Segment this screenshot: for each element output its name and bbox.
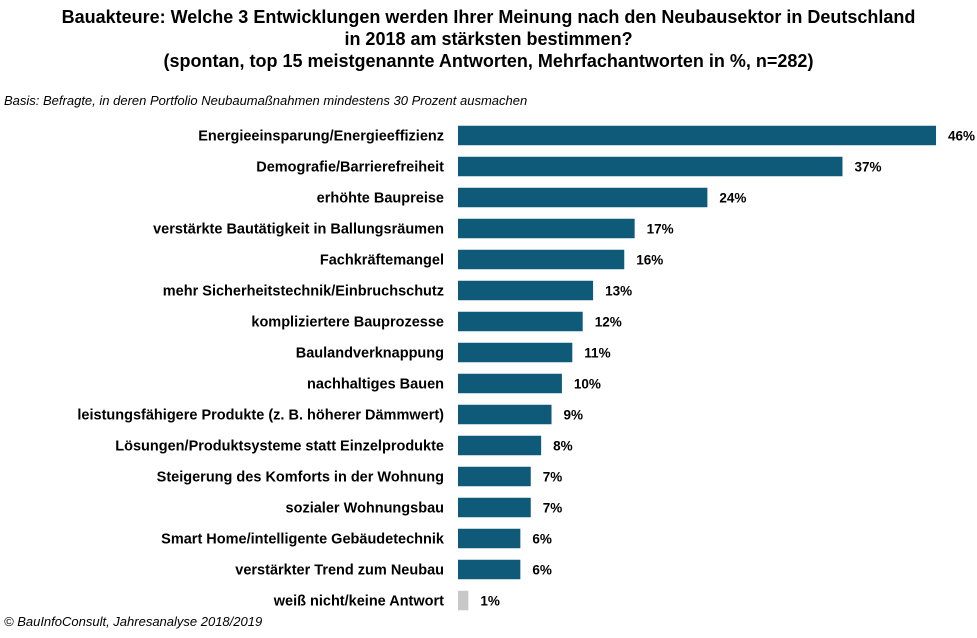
category-label: Steigerung des Komforts in der Wohnung [157,470,444,486]
bar [458,590,469,611]
bar [458,125,936,146]
value-label: 8% [553,439,573,454]
value-label: 24% [719,191,746,206]
category-label: Lösungen/Produktsysteme statt Einzelprod… [115,439,444,455]
category-label: verstärkte Bautätigkeit in Ballungsräume… [153,222,444,238]
title-line-1: Bauakteure: Welche 3 Entwicklungen werde… [61,7,916,27]
category-label: Energieeinsparung/Energieeffizienz [198,129,444,145]
category-label: erhöhte Baupreise [317,191,444,207]
bar [458,404,552,425]
bar [458,280,594,301]
value-label: 6% [532,563,552,578]
value-label: 46% [948,129,975,144]
value-label: 17% [647,222,674,237]
bar [458,559,521,580]
category-label: kompliziertere Bauprozesse [251,315,444,331]
category-label: mehr Sicherheitstechnik/Einbruchschutz [163,284,444,300]
value-label: 7% [543,501,563,516]
title-line-2: in 2018 am stärksten bestimmen? [344,29,633,49]
value-label: 12% [595,315,622,330]
value-label: 11% [584,346,610,361]
bar [458,435,542,456]
bar [458,187,708,208]
bar [458,342,573,363]
value-label: 7% [543,470,563,485]
value-label: 13% [605,284,632,299]
value-label: 6% [532,532,552,547]
category-label: weiß nicht/keine Antwort [273,594,444,610]
category-label: sozialer Wohnungsbau [286,501,444,517]
category-label: leistungsfähigere Produkte (z. B. höhere… [77,408,444,424]
bar [458,249,625,270]
basis-note: Basis: Befragte, in deren Portfolio Neub… [4,93,528,108]
bar [458,528,521,549]
bar [458,311,583,332]
value-label: 1% [480,594,500,609]
category-label: Demografie/Barrierefreiheit [256,160,444,176]
value-label: 37% [854,160,881,175]
bar [458,466,531,487]
value-label: 10% [574,377,601,392]
category-label: nachhaltiges Bauen [307,377,444,393]
category-label: Smart Home/intelligente Gebäudetechnik [161,532,445,548]
bar [458,218,635,239]
copyright-footer: © BauInfoConsult, Jahresanalyse 2018/201… [4,614,263,629]
value-label: 9% [564,408,584,423]
bar [458,373,562,394]
bar [458,156,843,177]
bar [458,497,531,518]
value-label: 16% [636,253,663,268]
category-label: Fachkräftemangel [320,253,444,269]
title-line-3: (spontan, top 15 meistgenannte Antworten… [163,51,814,71]
chart-title: Bauakteure: Welche 3 Entwicklungen werde… [0,6,977,72]
category-label: Baulandverknappung [296,346,444,362]
category-label: verstärkter Trend zum Neubau [235,563,444,579]
